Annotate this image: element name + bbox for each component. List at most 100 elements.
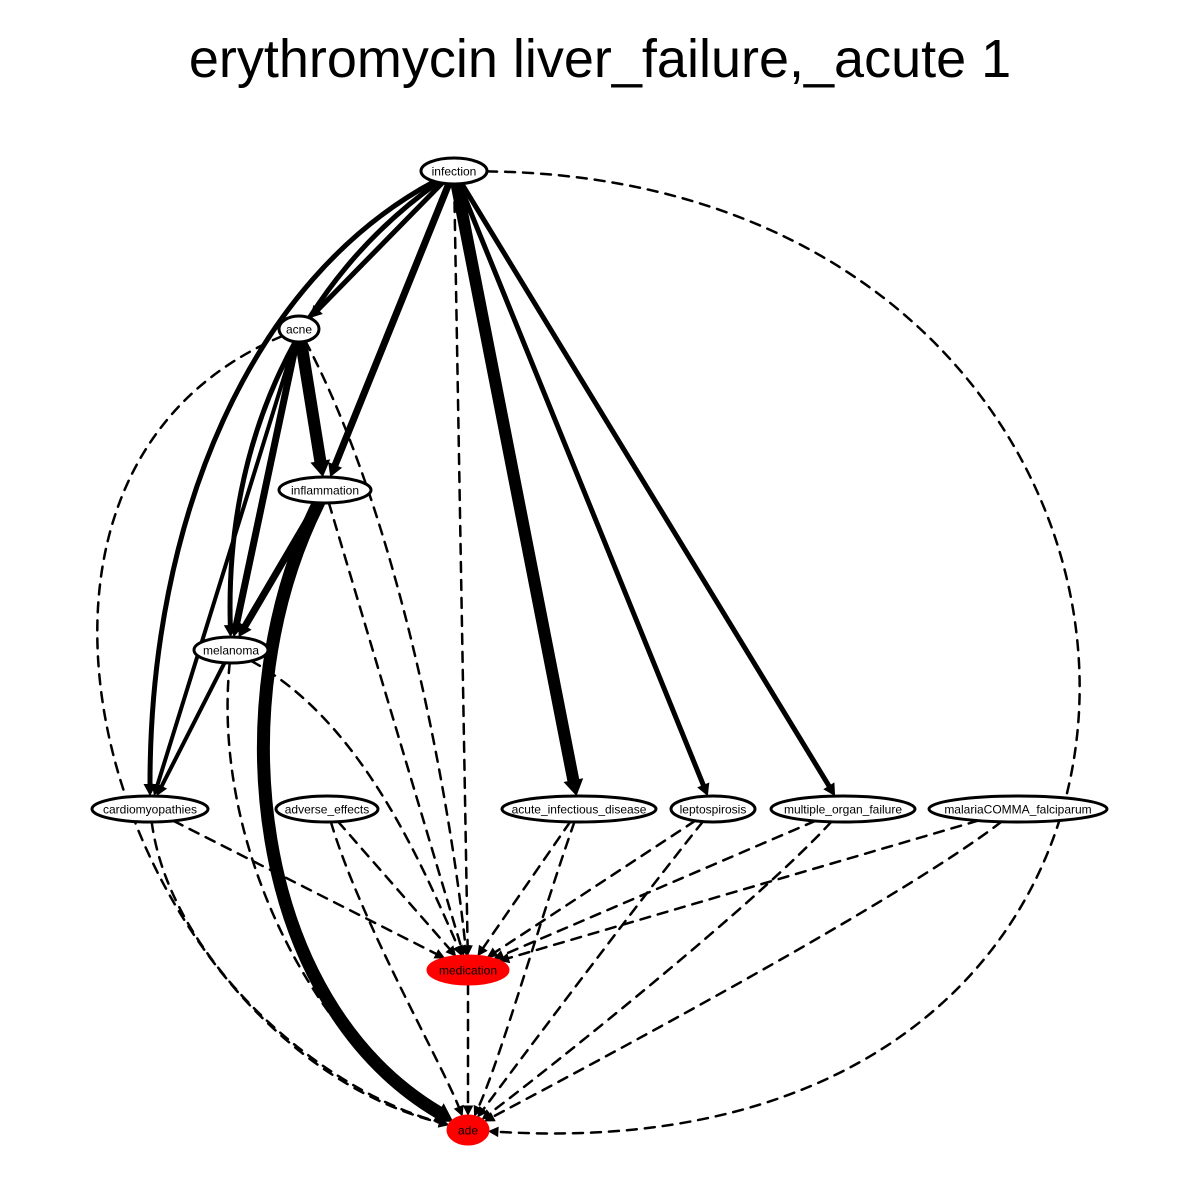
edge-line	[456, 181, 706, 788]
node-label-multiple-organ-failure: multiple_organ_failure	[784, 803, 902, 817]
node-label-leptospirosis: leptospirosis	[680, 803, 747, 817]
edge-line	[150, 820, 441, 1124]
edge-line	[459, 181, 832, 789]
edge-malaria-to-ade	[483, 820, 1003, 1122]
node-adverse-effects[interactable]: adverse_effects	[274, 794, 380, 824]
edge-line	[452, 182, 469, 947]
edge-infection-to-multiple-organ-failure	[459, 181, 836, 797]
edge-arrowhead	[563, 778, 584, 796]
edge-arrowhead	[452, 944, 463, 957]
node-ade[interactable]: ade	[446, 1114, 490, 1146]
edge-adverse-effects-to-ade	[329, 820, 464, 1117]
edge-arrowhead	[823, 782, 836, 797]
edge-arrowhead	[156, 783, 168, 797]
node-acute-infectious-disease[interactable]: acute_infectious_disease	[500, 794, 658, 824]
edge-arrowhead	[487, 1126, 499, 1138]
edge-infection-to-acute-infectious-disease	[450, 178, 584, 796]
node-label-malaria-falciparum: malariaCOMMA_falciparum	[944, 803, 1091, 817]
edge-line	[331, 180, 453, 469]
edge-arrowhead	[238, 622, 252, 638]
edge-line	[485, 170, 1081, 1135]
edge-line	[315, 180, 445, 312]
edge-line	[494, 819, 697, 954]
edge-arrowhead	[453, 1104, 464, 1117]
edge-arrowhead	[697, 782, 710, 797]
edge-line	[257, 496, 445, 1119]
edge-line	[507, 819, 980, 960]
edge-arrowhead	[328, 462, 343, 478]
edge-arrowhead	[498, 953, 511, 964]
node-multiple-organ-failure[interactable]: multiple_organ_failure	[769, 794, 917, 824]
edge-line	[155, 339, 297, 788]
edge-infection-to-melanoma	[223, 179, 441, 637]
edge-infection-to-ade	[485, 170, 1081, 1138]
edge-leptospirosis-to-medication	[486, 819, 697, 958]
nodes-layer: infection acne inflammation melanoma car…	[90, 156, 1109, 1146]
node-label-inflammation: inflammation	[291, 484, 359, 498]
edge-line	[501, 819, 817, 957]
edge-line	[336, 820, 451, 950]
edge-line	[482, 820, 572, 949]
node-malaria-falciparum[interactable]: malariaCOMMA_falciparum	[927, 794, 1109, 824]
edge-melanoma-to-cardiomyopathies	[156, 660, 227, 797]
edge-line	[96, 334, 441, 1124]
node-melanoma[interactable]: melanoma	[192, 635, 270, 665]
node-acne[interactable]: acne	[277, 314, 321, 344]
edge-line	[226, 661, 444, 1119]
edge-arrowhead	[445, 945, 457, 957]
node-label-infection: infection	[432, 165, 477, 179]
edge-cardiomyopathies-to-medication	[172, 819, 446, 959]
edge-arrowhead	[483, 1112, 496, 1122]
node-cardiomyopathies[interactable]: cardiomyopathies	[90, 794, 210, 824]
edge-arrowhead	[477, 944, 488, 957]
edge-infection-to-inflammation	[328, 180, 453, 478]
edge-line	[327, 501, 463, 948]
edge-adverse-effects-to-medication	[336, 820, 457, 957]
edge-line	[488, 820, 833, 1115]
edge-arrowhead	[462, 1105, 474, 1116]
node-leptospirosis[interactable]: leptospirosis	[669, 794, 757, 824]
edge-inflammation-to-medication	[327, 501, 466, 957]
node-label-acute-infectious-disease: acute_infectious_disease	[512, 803, 647, 817]
edge-arrowhead	[493, 950, 505, 960]
edge-multiple-organ-failure-to-ade	[481, 820, 833, 1120]
edge-line	[329, 820, 460, 1109]
edge-line	[172, 819, 438, 955]
node-label-cardiomyopathies: cardiomyopathies	[103, 803, 197, 817]
edge-line	[450, 178, 580, 787]
edge-infection-to-medication	[452, 182, 473, 956]
edge-arrowhead	[310, 459, 331, 477]
edge-malaria-to-medication	[498, 819, 980, 964]
edge-leptospirosis-to-ade	[477, 820, 705, 1118]
node-label-melanoma: melanoma	[203, 644, 259, 658]
edge-acne-to-medication	[304, 340, 471, 956]
node-infection[interactable]: infection	[419, 156, 489, 186]
edge-line	[295, 335, 327, 467]
edge-acne-to-inflammation	[295, 335, 331, 477]
edges-layer	[96, 170, 1081, 1138]
edge-medication-to-ade	[462, 982, 474, 1116]
edge-arrowhead	[433, 949, 446, 959]
edge-arrowhead	[477, 1106, 488, 1118]
edge-infection-to-leptospirosis	[456, 181, 710, 797]
edge-arrowhead	[486, 947, 499, 958]
edge-line	[227, 179, 441, 628]
node-medication[interactable]: medication	[426, 954, 510, 986]
edge-line	[477, 820, 576, 1109]
edge-line	[482, 820, 705, 1111]
node-inflammation[interactable]: inflammation	[277, 475, 373, 505]
edge-line	[159, 660, 227, 788]
node-label-medication: medication	[439, 964, 497, 978]
edge-line	[491, 820, 1003, 1118]
edge-line	[147, 179, 437, 787]
edge-multiple-organ-failure-to-medication	[493, 819, 817, 960]
node-label-acne: acne	[286, 323, 312, 337]
node-label-adverse-effects: adverse_effects	[285, 803, 370, 817]
node-label-ade: ade	[458, 1124, 478, 1138]
edge-acute-infectious-disease-to-medication	[477, 820, 572, 957]
edge-melanoma-to-medication	[249, 659, 463, 957]
edge-line	[249, 659, 460, 948]
edge-line	[304, 340, 467, 947]
edge-line	[233, 338, 300, 628]
